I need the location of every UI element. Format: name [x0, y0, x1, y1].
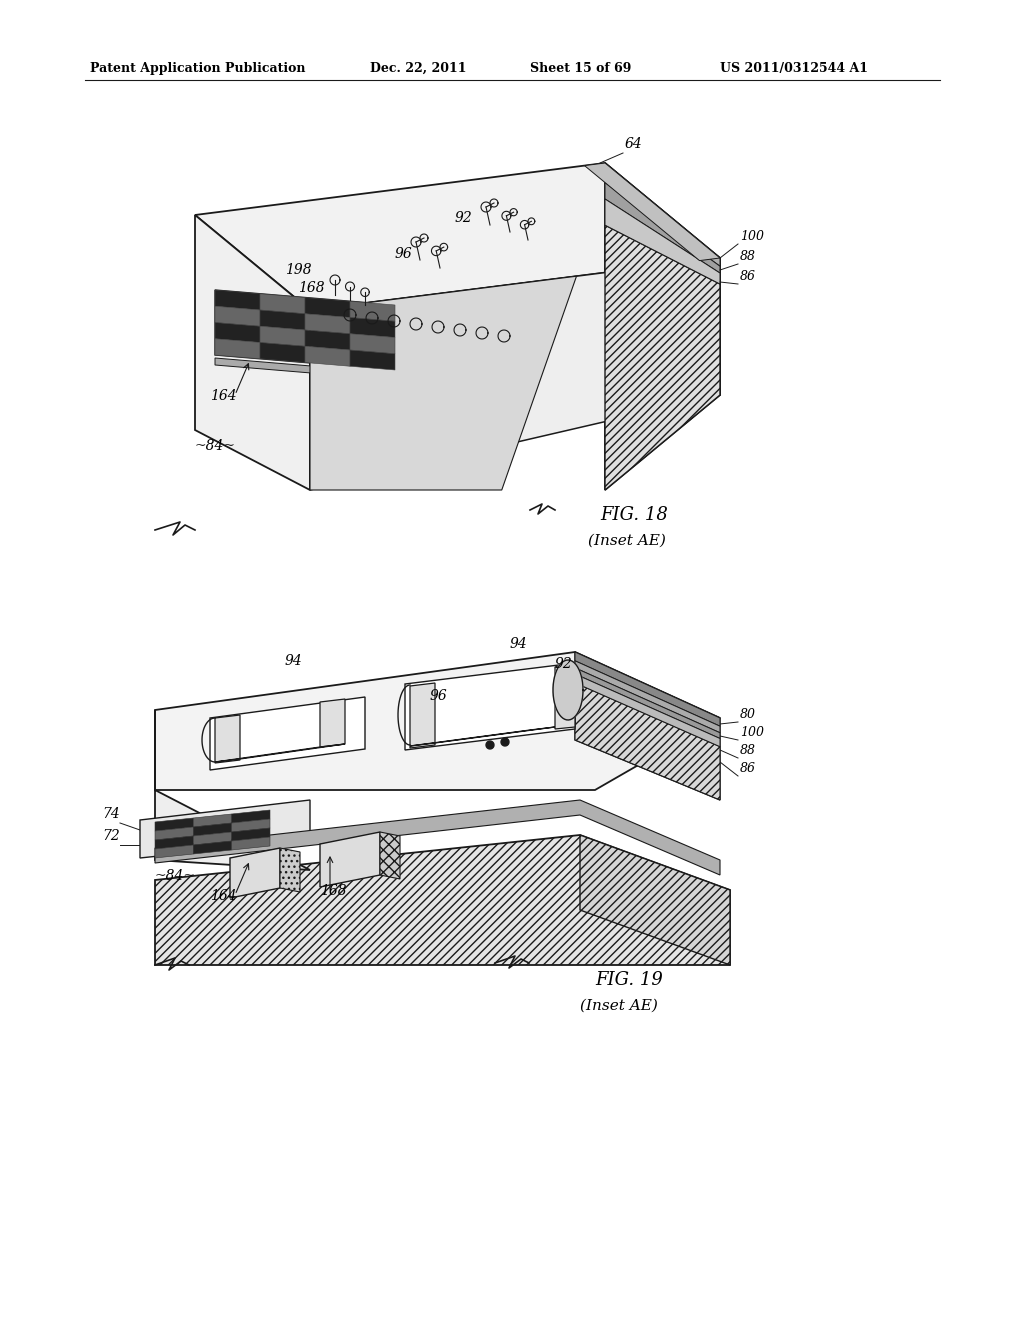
Polygon shape — [380, 832, 400, 879]
Text: Dec. 22, 2011: Dec. 22, 2011 — [370, 62, 467, 75]
Text: 88: 88 — [740, 744, 756, 756]
Text: FIG. 19: FIG. 19 — [595, 972, 663, 989]
Text: (Inset AE): (Inset AE) — [588, 535, 666, 548]
Polygon shape — [605, 162, 720, 267]
Polygon shape — [215, 339, 260, 359]
Polygon shape — [350, 301, 395, 321]
Polygon shape — [575, 652, 720, 726]
Text: 100: 100 — [740, 726, 764, 739]
Polygon shape — [155, 845, 194, 858]
Text: 72: 72 — [102, 829, 120, 843]
Polygon shape — [585, 162, 720, 260]
Text: 100: 100 — [740, 230, 764, 243]
Text: US 2011/0312544 A1: US 2011/0312544 A1 — [720, 62, 868, 75]
Text: Sheet 15 of 69: Sheet 15 of 69 — [530, 62, 632, 75]
Polygon shape — [350, 350, 395, 370]
Polygon shape — [215, 744, 345, 762]
Polygon shape — [194, 841, 231, 854]
Text: 168: 168 — [319, 884, 347, 898]
Polygon shape — [575, 675, 720, 747]
Text: FIG. 18: FIG. 18 — [600, 506, 668, 524]
Polygon shape — [215, 358, 395, 380]
Polygon shape — [231, 837, 270, 850]
Polygon shape — [305, 346, 350, 366]
Polygon shape — [210, 697, 365, 770]
Text: 86: 86 — [740, 271, 756, 282]
Text: 168: 168 — [298, 281, 325, 294]
Polygon shape — [305, 297, 350, 318]
Polygon shape — [305, 330, 350, 350]
Polygon shape — [194, 832, 231, 845]
Text: (Inset AE): (Inset AE) — [580, 999, 657, 1012]
Text: ~84~: ~84~ — [155, 869, 196, 883]
Text: 86: 86 — [740, 762, 756, 775]
Polygon shape — [580, 836, 730, 965]
Polygon shape — [486, 741, 494, 748]
Text: 96: 96 — [430, 689, 447, 704]
Polygon shape — [231, 818, 270, 832]
Polygon shape — [194, 822, 231, 836]
Polygon shape — [155, 836, 730, 965]
Text: 164: 164 — [210, 888, 237, 903]
Polygon shape — [605, 199, 720, 284]
Polygon shape — [215, 290, 260, 310]
Polygon shape — [140, 800, 310, 858]
Polygon shape — [605, 182, 720, 273]
Text: ~84~: ~84~ — [195, 440, 236, 453]
Polygon shape — [280, 847, 300, 892]
Polygon shape — [215, 715, 240, 763]
Polygon shape — [501, 738, 509, 746]
Polygon shape — [605, 226, 720, 490]
Text: 74: 74 — [102, 807, 120, 821]
Text: 80: 80 — [740, 708, 756, 721]
Polygon shape — [155, 710, 310, 870]
Polygon shape — [410, 727, 555, 746]
Polygon shape — [350, 318, 395, 338]
Polygon shape — [155, 800, 720, 875]
Polygon shape — [155, 828, 194, 840]
Polygon shape — [215, 306, 260, 326]
Polygon shape — [305, 314, 350, 334]
Polygon shape — [319, 700, 345, 747]
Polygon shape — [260, 342, 305, 363]
Polygon shape — [310, 276, 577, 490]
Polygon shape — [260, 294, 305, 314]
Text: 92: 92 — [455, 211, 473, 224]
Text: 92: 92 — [555, 657, 572, 671]
Polygon shape — [194, 814, 231, 828]
Polygon shape — [319, 832, 380, 887]
Polygon shape — [575, 668, 720, 738]
Polygon shape — [260, 326, 305, 346]
Polygon shape — [605, 162, 720, 490]
Polygon shape — [575, 661, 720, 733]
Polygon shape — [310, 257, 720, 490]
Text: 64: 64 — [625, 137, 643, 150]
Polygon shape — [410, 682, 435, 748]
Text: 94: 94 — [285, 653, 303, 668]
Polygon shape — [231, 810, 270, 822]
Polygon shape — [215, 322, 260, 342]
Polygon shape — [553, 660, 583, 719]
Polygon shape — [155, 818, 194, 832]
Polygon shape — [406, 663, 575, 750]
Polygon shape — [575, 682, 720, 800]
Polygon shape — [555, 665, 575, 729]
Text: 94: 94 — [510, 638, 527, 651]
Polygon shape — [260, 310, 305, 330]
Polygon shape — [155, 652, 720, 789]
Text: 96: 96 — [395, 247, 413, 261]
Polygon shape — [215, 290, 395, 370]
Polygon shape — [155, 836, 194, 849]
Polygon shape — [575, 652, 720, 800]
Text: 198: 198 — [285, 263, 311, 277]
Polygon shape — [195, 215, 310, 490]
Text: 88: 88 — [740, 249, 756, 263]
Text: Patent Application Publication: Patent Application Publication — [90, 62, 305, 75]
Polygon shape — [195, 162, 720, 310]
Text: 164: 164 — [210, 389, 237, 403]
Polygon shape — [230, 847, 280, 898]
Polygon shape — [350, 334, 395, 354]
Polygon shape — [231, 828, 270, 841]
